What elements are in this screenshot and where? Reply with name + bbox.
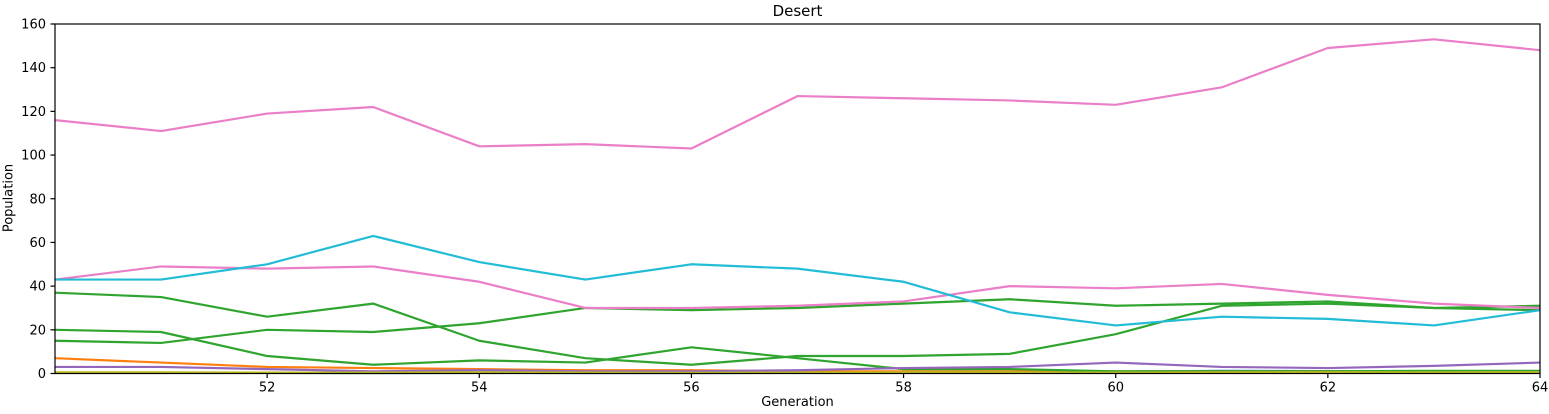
series-line-pink-a — [54, 38, 1541, 150]
series-line-green-b — [54, 328, 1540, 373]
y-tick-label-160: 160 — [21, 18, 46, 33]
y-axis-label: Population — [1, 163, 17, 233]
x-tick-label-60: 60 — [1107, 381, 1124, 396]
series-line-pink-b — [54, 265, 1541, 310]
y-tick-label-100: 100 — [21, 149, 46, 164]
series-line-green-c — [54, 298, 1541, 345]
x-tick-label-56: 56 — [683, 381, 700, 396]
x-axis-label: Generation — [761, 395, 834, 410]
axes-spines — [54, 23, 1541, 375]
chart-title: Desert — [772, 2, 823, 20]
y-tick-label-0: 0 — [38, 367, 46, 382]
series-line-cyan — [55, 234, 1541, 327]
x-tick-label-54: 54 — [471, 381, 488, 396]
x-tick-label-58: 58 — [895, 381, 912, 396]
y-tick-label-120: 120 — [21, 105, 46, 120]
y-tick-label-20: 20 — [29, 323, 46, 338]
x-tick-label-64: 64 — [1532, 381, 1549, 396]
y-tick-label-60: 60 — [29, 236, 46, 251]
y-tick-label-140: 140 — [21, 61, 46, 76]
series-line-green-a — [54, 291, 1541, 366]
y-tick-label-40: 40 — [29, 280, 46, 295]
series-line-olive — [55, 371, 1541, 374]
x-tick-label-52: 52 — [259, 381, 276, 396]
series-line-purple — [55, 361, 1541, 373]
y-tick-label-80: 80 — [29, 192, 46, 207]
x-tick-label-62: 62 — [1320, 381, 1337, 396]
